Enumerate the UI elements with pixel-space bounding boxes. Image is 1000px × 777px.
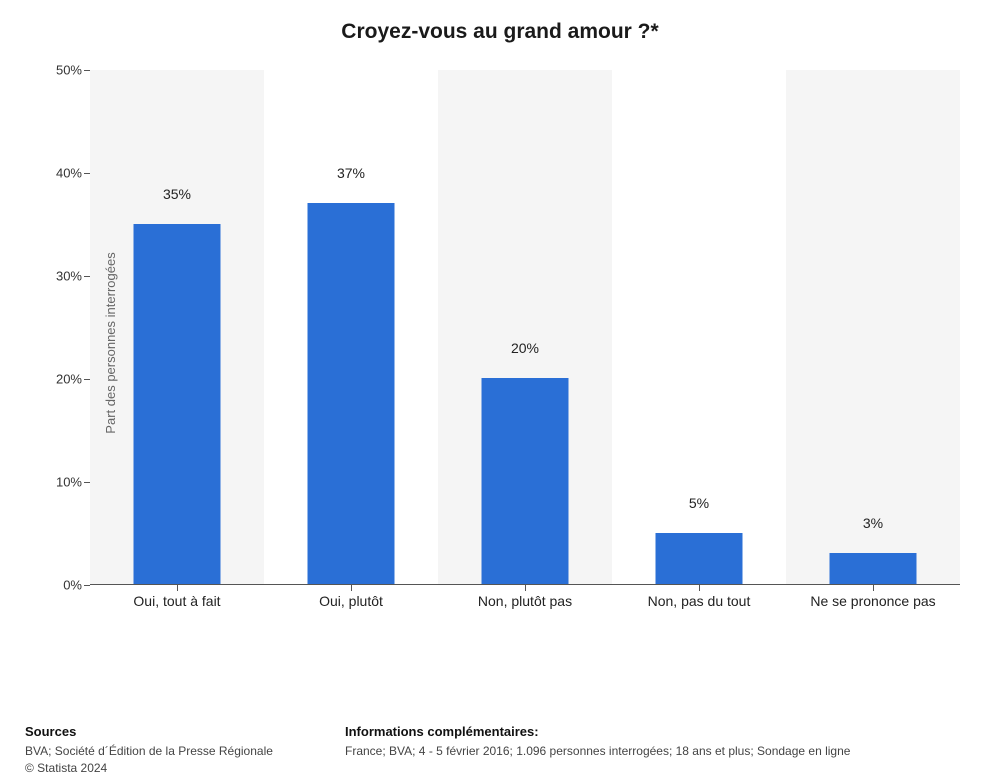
bar — [830, 553, 917, 584]
sources-line: BVA; Société d´Édition de la Presse Régi… — [25, 743, 325, 760]
y-tick-label: 20% — [56, 372, 82, 387]
copyright-line: © Statista 2024 — [25, 760, 325, 777]
x-tick-label: Oui, tout à fait — [133, 593, 220, 609]
bar — [134, 224, 221, 585]
y-tick-label: 40% — [56, 166, 82, 181]
y-tick-mark — [84, 585, 90, 586]
x-tick-mark — [873, 585, 874, 591]
y-tick-label: 0% — [63, 578, 82, 593]
bar — [656, 533, 743, 585]
info-line: France; BVA; 4 - 5 février 2016; 1.096 p… — [345, 743, 945, 760]
bar-value-label: 3% — [786, 515, 960, 531]
chart-container: 0%10%20%30%40%50%35%37%20%5%3% Part des … — [90, 70, 960, 615]
bar-category: 20% — [438, 70, 612, 584]
bar-value-label: 20% — [438, 340, 612, 356]
bar — [308, 203, 395, 584]
x-tick-mark — [699, 585, 700, 591]
y-tick-label: 30% — [56, 269, 82, 284]
category-background — [786, 70, 960, 584]
y-tick-label: 10% — [56, 475, 82, 490]
chart-title: Croyez-vous au grand amour ?* — [0, 0, 1000, 54]
info-heading: Informations complémentaires: — [345, 723, 945, 741]
x-tick-label: Non, plutôt pas — [478, 593, 572, 609]
plot-area: 0%10%20%30%40%50%35%37%20%5%3% — [90, 70, 960, 585]
x-tick-label: Non, pas du tout — [648, 593, 751, 609]
bar-value-label: 37% — [264, 165, 438, 181]
bar-category: 37% — [264, 70, 438, 584]
sources-heading: Sources — [25, 723, 325, 741]
bar-category: 3% — [786, 70, 960, 584]
x-tick-label: Ne se prononce pas — [810, 593, 935, 609]
x-tick-mark — [525, 585, 526, 591]
x-tick-mark — [177, 585, 178, 591]
y-axis-label: Part des personnes interrogées — [103, 252, 118, 433]
x-tick-mark — [351, 585, 352, 591]
bar — [482, 378, 569, 584]
bar-value-label: 35% — [90, 186, 264, 202]
x-tick-label: Oui, plutôt — [319, 593, 383, 609]
y-tick-label: 50% — [56, 63, 82, 78]
bar-value-label: 5% — [612, 495, 786, 511]
bar-category: 5% — [612, 70, 786, 584]
